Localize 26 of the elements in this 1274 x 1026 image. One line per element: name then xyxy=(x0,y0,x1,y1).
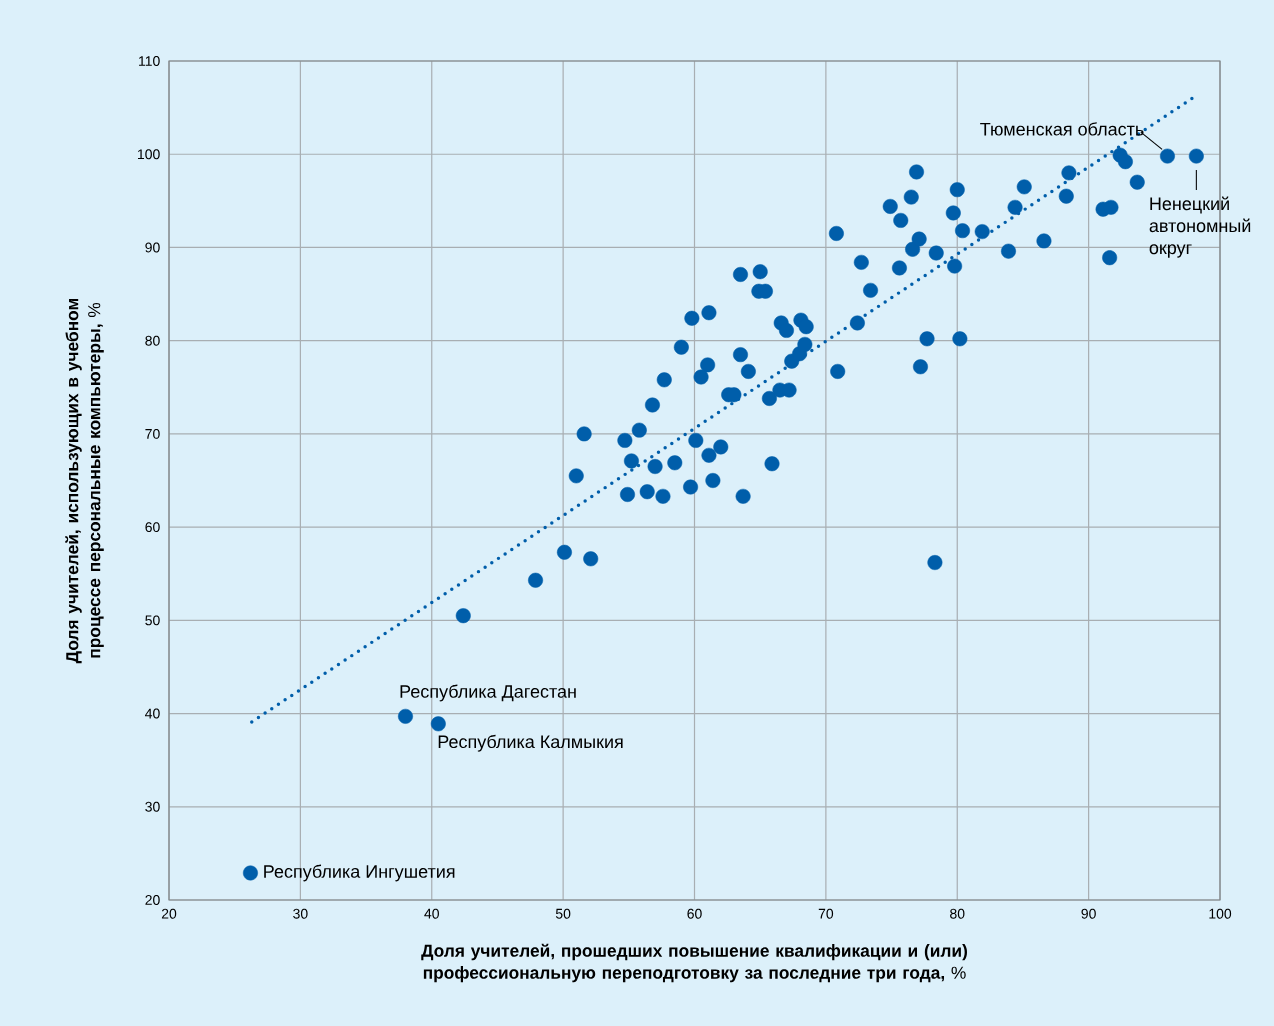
x-tick-label: 90 xyxy=(1081,908,1096,919)
annotation: Республика Дагестан xyxy=(400,684,576,702)
x-tick-label: 100 xyxy=(1209,908,1232,919)
y-tick-label: 40 xyxy=(145,708,160,719)
x-tick-label: 30 xyxy=(293,908,308,919)
y-tick-label: 80 xyxy=(145,335,160,346)
annotation: Республика Ингушетия xyxy=(264,864,455,882)
y-tick-label: 100 xyxy=(138,149,160,160)
x-tick-label: 70 xyxy=(818,908,834,919)
x-tick-label: 40 xyxy=(424,908,439,919)
y-axis-title: Доля учителей, использующих в учебном процессе персональные компьютеры, % xyxy=(65,298,104,664)
x-tick-label: 50 xyxy=(555,908,571,919)
y-tick-label: 20 xyxy=(145,895,160,905)
y-tick-label: 60 xyxy=(145,522,160,533)
x-tick-label: 80 xyxy=(950,908,965,919)
y-tick-label: 30 xyxy=(145,801,160,812)
y-tick-label: 70 xyxy=(145,428,160,439)
annotation: Республика Калмыкия xyxy=(438,734,623,752)
y-tick-label: 90 xyxy=(145,242,160,253)
annotation: Тюменская область xyxy=(980,122,1144,136)
y-tick-label: 50 xyxy=(145,615,160,626)
y-tick-label: 110 xyxy=(139,56,160,66)
x-axis-title: Доля учителей, прошедших повышение квалификации и (или) профессиональную переподготовку за последние три года, % xyxy=(421,943,967,983)
x-tick-label: 60 xyxy=(687,908,702,919)
annotation: Ненецкий автономный округ xyxy=(1149,196,1251,258)
x-tick-label: 20 xyxy=(161,908,177,919)
